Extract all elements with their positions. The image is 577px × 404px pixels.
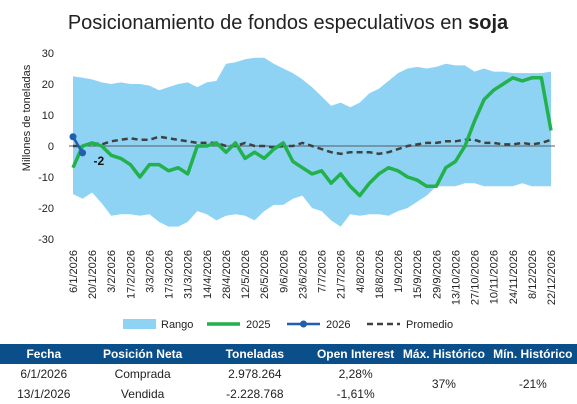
x-tick-label: 4/8/2026 bbox=[355, 250, 367, 293]
x-tick-label: 29/9/2026 bbox=[431, 250, 443, 299]
x-tick-label: 3/2/2026 bbox=[106, 250, 118, 293]
x-tick-label: 14/4/2026 bbox=[202, 250, 214, 299]
series-2026-points bbox=[69, 133, 87, 157]
x-tick-label: 31/3/2026 bbox=[183, 250, 195, 299]
x-tick-label: 24/11/2026 bbox=[508, 250, 520, 304]
y-ticks: -30 -20 -10 0 10 20 30 bbox=[38, 48, 54, 246]
x-tick-label: 13/10/2026 bbox=[450, 250, 462, 305]
chart-title-emphasis: soja bbox=[468, 12, 509, 34]
x-tick-label: 9/6/2026 bbox=[278, 250, 290, 293]
y-tick-label: 30 bbox=[42, 48, 54, 60]
cell-min-historico: -21% bbox=[518, 377, 547, 391]
x-tick-label: 27/10/2026 bbox=[470, 250, 482, 305]
chart: Posicionamiento de fondos especulativos … bbox=[21, 12, 558, 331]
x-tick-label: 10/11/2026 bbox=[489, 250, 501, 304]
table-row: 13/1/2026 Vendida -2.228.768 -1,61% bbox=[0, 384, 577, 404]
header-posicion-neta: Posición Neta bbox=[87, 344, 198, 364]
table-row: 6/1/2026 Comprada 2.978.264 2,28% 37% -2… bbox=[0, 364, 577, 391]
range-band bbox=[73, 57, 551, 227]
header-fecha: Fecha bbox=[0, 344, 88, 364]
cell-open-interest: -1,61% bbox=[336, 387, 375, 401]
legend-label-promedio: Promedio bbox=[406, 319, 453, 331]
cell-toneladas: -2.228.768 bbox=[226, 387, 284, 401]
x-tick-label: 17/3/2026 bbox=[164, 250, 176, 299]
x-tick-label: 20/1/2026 bbox=[87, 250, 99, 299]
plot-area: -30 -20 -10 0 10 20 30 6/1/2026 20/1/2026 3/2/20… bbox=[38, 48, 558, 305]
y-axis-label: Millones de toneladas bbox=[21, 64, 33, 171]
y-tick-label: 10 bbox=[42, 110, 54, 122]
summary-table: Fecha Posición Neta Toneladas Open Inter… bbox=[0, 344, 577, 404]
chart-title-prefix: Posicionamiento de fondos especulativos … bbox=[68, 12, 468, 34]
x-tick-label: 1/9/2026 bbox=[393, 250, 405, 293]
cell-max-historico: 37% bbox=[431, 377, 456, 391]
header-toneladas: Toneladas bbox=[197, 344, 313, 364]
cell-fecha: 6/1/2026 bbox=[20, 367, 68, 381]
legend-label-2026: 2026 bbox=[326, 319, 350, 331]
series-2026-point bbox=[79, 149, 87, 157]
x-tick-label: 21/7/2026 bbox=[336, 250, 348, 299]
x-tick-label: 28/4/2026 bbox=[221, 250, 233, 299]
y-tick-label: -30 bbox=[38, 234, 54, 246]
x-tick-label: 8/12/2026 bbox=[527, 250, 539, 299]
legend-label-rango: Rango bbox=[161, 319, 193, 331]
table-header-row: Fecha Posición Neta Toneladas Open Inter… bbox=[0, 344, 577, 364]
x-tick-label: 15/9/2026 bbox=[412, 250, 424, 299]
cell-posicion: Comprada bbox=[114, 367, 171, 381]
y-tick-label: -20 bbox=[38, 203, 54, 215]
x-tick-label: 3/3/2026 bbox=[145, 250, 157, 293]
y-tick-label: 0 bbox=[48, 141, 54, 153]
legend: Rango 2025 2026 Promedio bbox=[123, 319, 453, 331]
y-tick-label: 20 bbox=[42, 79, 54, 91]
legend-label-2025: 2025 bbox=[246, 319, 270, 331]
cell-fecha: 13/1/2026 bbox=[17, 387, 71, 401]
series-promedio-line bbox=[73, 135, 552, 156]
series-2026-point bbox=[69, 133, 77, 141]
cell-toneladas: 2.978.264 bbox=[228, 367, 282, 381]
x-tick-label: 18/8/2026 bbox=[374, 250, 386, 299]
series-2025-line bbox=[71, 76, 553, 198]
cell-open-interest: 2,28% bbox=[338, 367, 373, 381]
header-min-historico: Mín. Histórico bbox=[488, 344, 577, 364]
x-tick-label: 23/6/2026 bbox=[297, 250, 309, 299]
y-tick-label: -10 bbox=[38, 172, 54, 184]
x-tick-label: 7/7/2026 bbox=[317, 250, 329, 293]
x-tick-label: 22/12/2026 bbox=[546, 250, 558, 305]
legend-swatch-rango bbox=[123, 319, 156, 329]
chart-title: Posicionamiento de fondos especulativos … bbox=[68, 12, 509, 34]
header-max-historico: Máx. Histórico bbox=[399, 344, 489, 364]
cell-posicion: Vendida bbox=[120, 387, 165, 401]
x-tick-label: 6/1/2026 bbox=[68, 250, 80, 293]
x-tick-label: 26/5/2026 bbox=[259, 250, 271, 299]
x-tick-label: 17/2/2026 bbox=[125, 250, 137, 299]
x-tick-label: 12/5/2026 bbox=[240, 250, 252, 299]
header-open-interest: Open Interest bbox=[312, 344, 400, 364]
legend-marker-2026 bbox=[300, 320, 307, 328]
x-ticks: 6/1/2026 20/1/2026 3/2/2026 17/2/2026 3/3/20… bbox=[68, 250, 558, 305]
annotation-label: -2 bbox=[94, 154, 105, 168]
